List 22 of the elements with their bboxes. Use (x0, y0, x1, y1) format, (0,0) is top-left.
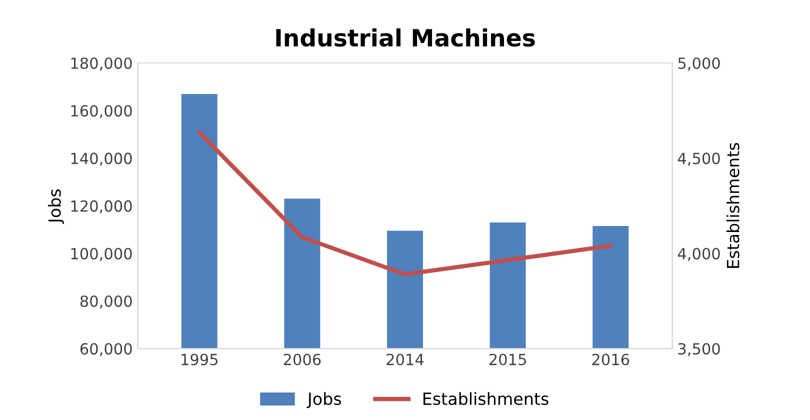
y-tick-label: 160,000 (71, 105, 132, 118)
y-axis-title: Jobs (48, 189, 64, 224)
y-tick-label: 60,000 (80, 343, 132, 356)
y2-tick-label: 3,500 (678, 343, 720, 356)
x-tick-label: 2006 (284, 354, 321, 366)
legend-label: Establishments (424, 392, 548, 406)
y2-tick-label: 4,000 (678, 248, 720, 261)
y-tick-label: 180,000 (71, 57, 132, 71)
y-tick-label: 80,000 (80, 295, 132, 309)
x-tick-label: 2015 (489, 354, 526, 366)
y-tick-label: 100,000 (71, 248, 132, 261)
x-tick-label: 2014 (386, 354, 424, 366)
chart-title: Industrial Machines (276, 28, 535, 47)
legend-label: Jobs (306, 392, 342, 408)
x-tick-label: 1995 (182, 354, 218, 366)
x-tick-label: 2016 (592, 354, 630, 366)
line-series (197, 130, 613, 276)
y-tick-label: 120,000 (71, 200, 132, 214)
y2-tick-label: 5,000 (678, 57, 720, 71)
y2-axis-title: Establishments (726, 142, 740, 268)
y-tick-label: 140,000 (71, 152, 132, 166)
y2-tick-label: 4,500 (678, 152, 720, 166)
